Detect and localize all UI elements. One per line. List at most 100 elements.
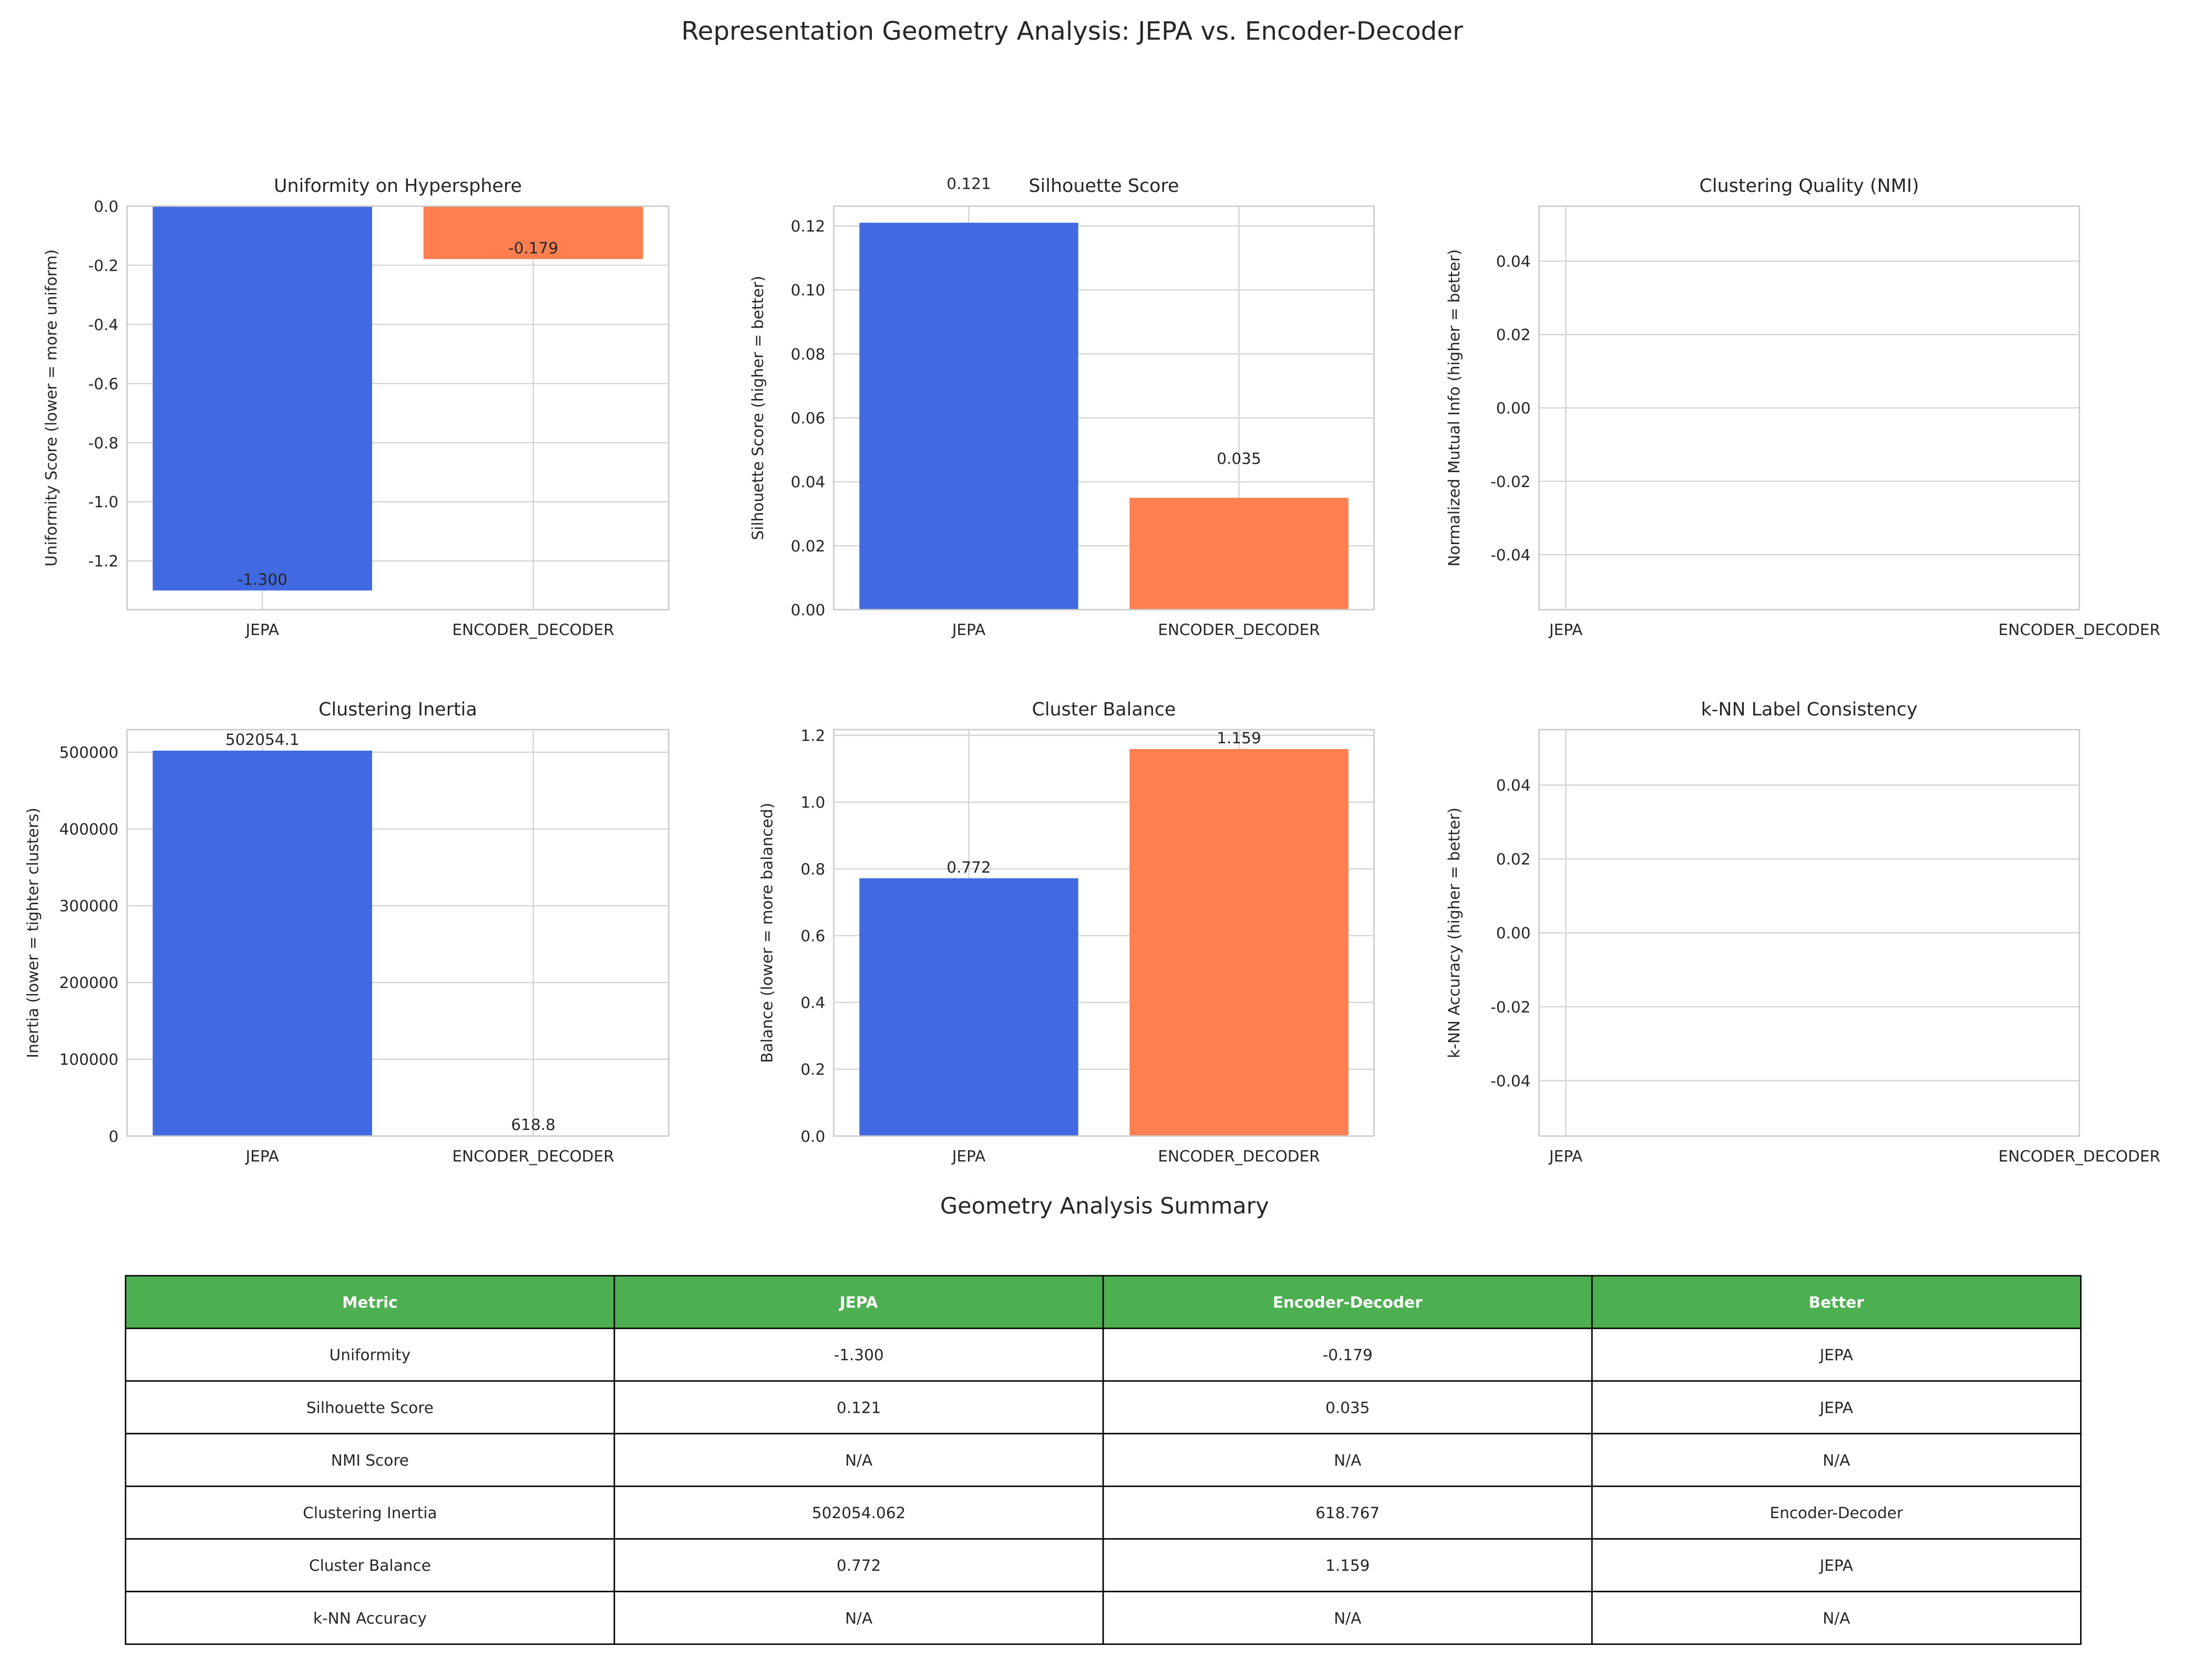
cell-text: N/A <box>845 1609 872 1627</box>
cell-text: N/A <box>1823 1451 1850 1469</box>
cell-text: NMI Score <box>331 1451 409 1469</box>
y-tick-label: 0.0 <box>800 1128 825 1145</box>
axes-frame <box>833 729 1375 1137</box>
y-tick-label: 0.04 <box>1496 776 1531 794</box>
y-tick-label: 0.04 <box>791 473 826 491</box>
cell-text: Encoder-Decoder <box>1769 1504 1904 1522</box>
subplot-title: Silhouette Score <box>1028 176 1179 197</box>
x-tick-label: JEPA <box>951 1147 985 1165</box>
x-tick-label: JEPA <box>245 1147 279 1165</box>
y-tick-label: -0.2 <box>88 257 119 274</box>
cell-text: Uniformity <box>330 1346 411 1364</box>
subplot: 0 100000 200000 300000 400000 500000 JEPA ENCOD… <box>24 699 670 1165</box>
y-tick-label: 100000 <box>59 1051 119 1069</box>
y-tick-label: 0.00 <box>1496 924 1531 942</box>
subplot-title: Cluster Balance <box>1032 699 1176 720</box>
cell-text: 0.121 <box>837 1399 881 1417</box>
x-tick-label: JEPA <box>1548 1147 1582 1165</box>
y-axis-label: k-NN Accuracy (higher = better) <box>1445 807 1463 1058</box>
y-tick-label: 0.4 <box>800 994 825 1012</box>
table-title: Geometry Analysis Summary <box>940 1193 1269 1220</box>
cell-text: N/A <box>845 1451 872 1469</box>
table-cell <box>613 1485 1104 1540</box>
cell-text: -1.300 <box>834 1346 883 1364</box>
y-tick-label: 0.2 <box>800 1061 825 1079</box>
x-tick-label: ENCODER_DECODER <box>1158 1147 1320 1165</box>
header-cell <box>125 1275 615 1329</box>
value-label: 0.035 <box>1217 449 1261 467</box>
subplot: -0.04 -0.02 0.00 0.02 0.04 JEPA ENCODER_DECODE… <box>1445 699 2160 1165</box>
x-tick-label: ENCODER_DECODER <box>452 1147 614 1165</box>
y-axis-label: Silhouette Score (higher = better) <box>749 275 767 540</box>
cell-text: Cluster Balance <box>309 1557 431 1574</box>
table-cell <box>125 1485 615 1540</box>
value-label: 502054.1 <box>225 731 300 749</box>
table-cell <box>125 1327 615 1382</box>
subplot-title: k-NN Label Consistency <box>1701 699 1918 720</box>
y-tick-label: 0.10 <box>791 281 826 299</box>
table-cell <box>1102 1591 1593 1645</box>
x-tick-label: JEPA <box>951 621 985 639</box>
y-tick-label: 400000 <box>59 821 119 838</box>
y-tick-label: 0.08 <box>791 345 826 363</box>
x-tick-label: ENCODER_DECODER <box>1158 621 1320 639</box>
bar <box>152 206 373 591</box>
y-tick-label: 0.0 <box>94 198 119 216</box>
cell-text: 0.035 <box>1325 1399 1370 1417</box>
x-tick-label: JEPA <box>1548 621 1582 639</box>
y-tick-label: 0 <box>109 1128 119 1145</box>
x-tick-label: JEPA <box>245 621 279 639</box>
cell-text: Clustering Inertia <box>303 1504 437 1522</box>
bar <box>1129 497 1349 610</box>
axes-frame <box>1538 729 2081 1137</box>
table-cell <box>1102 1327 1593 1382</box>
cell-text: N/A <box>1334 1451 1361 1469</box>
y-tick-label: 0.04 <box>1496 253 1531 271</box>
y-tick-label: 300000 <box>59 897 119 915</box>
header-cell <box>613 1275 1104 1329</box>
y-axis-label: Balance (lower = more balanced) <box>758 803 776 1063</box>
y-axis-label: Normalized Mutual Info (higher = better) <box>1445 249 1463 567</box>
table-cell <box>125 1380 615 1435</box>
bar <box>1129 749 1349 1137</box>
table-cell <box>1102 1485 1593 1540</box>
y-axis-label: Inertia (lower = tighter clusters) <box>24 807 42 1058</box>
header-text: Better <box>1809 1294 1865 1312</box>
cell-text: JEPA <box>1819 1346 1853 1364</box>
y-tick-label: 1.0 <box>800 794 825 812</box>
cell-text: 1.159 <box>1325 1557 1370 1574</box>
value-label: 0.121 <box>946 175 991 192</box>
figure-title: Representation Geometry Analysis: JEPA v… <box>681 16 1463 46</box>
y-tick-label: -0.6 <box>88 375 119 393</box>
y-tick-label: 500000 <box>59 744 119 762</box>
y-tick-label: 0.02 <box>1496 851 1531 868</box>
subplot-title: Clustering Inertia <box>318 699 477 720</box>
subplot-title: Uniformity on Hypersphere <box>274 176 522 197</box>
cell-text: k-NN Accuracy <box>313 1609 427 1627</box>
bar <box>859 878 1078 1137</box>
bar <box>859 222 1078 610</box>
subplot: 0.00 0.02 0.04 0.06 0.08 0.10 0.12 JEPA ENCODER_… <box>749 175 1375 639</box>
subplot: 0.0 -0.2 -0.4 -0.6 -0.8 -1.0 -1.2 JEPA ENCODER_D… <box>42 176 670 639</box>
table-cell <box>125 1591 615 1645</box>
y-axis-label: Uniformity Score (lower = more uniform) <box>42 249 60 566</box>
axes-frame <box>833 205 1375 611</box>
y-tick-label: 0.02 <box>791 537 826 555</box>
y-tick-label: 1.2 <box>800 727 825 745</box>
table-cell <box>1102 1433 1593 1487</box>
bar <box>152 750 373 1137</box>
axes-frame <box>1538 205 2081 611</box>
header-text: JEPA <box>839 1294 878 1312</box>
cell-text: N/A <box>1823 1609 1850 1627</box>
table-cell <box>1591 1327 2082 1382</box>
x-tick-label: ENCODER_DECODER <box>452 621 614 639</box>
y-tick-label: 0.6 <box>800 927 825 945</box>
table-cell <box>1591 1591 2082 1645</box>
table-cell <box>1102 1538 1593 1592</box>
value-label: -0.179 <box>508 239 558 257</box>
y-tick-label: 0.02 <box>1496 326 1531 344</box>
bar <box>423 206 643 259</box>
cell-text: JEPA <box>1819 1399 1853 1417</box>
